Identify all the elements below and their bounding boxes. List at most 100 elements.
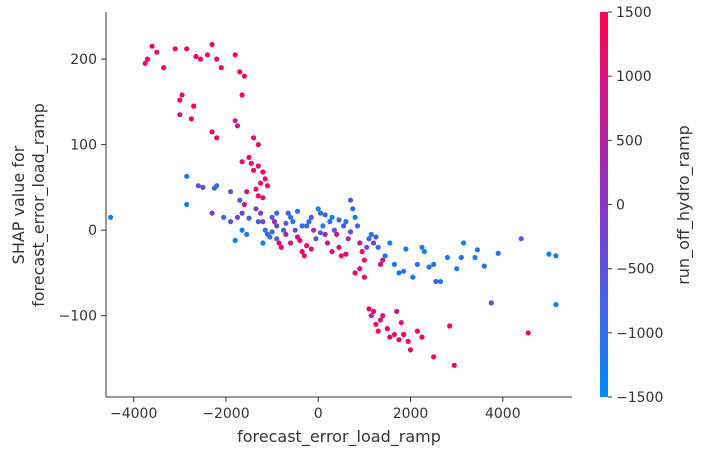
scatter-point-111 bbox=[368, 231, 374, 237]
scatter-point-169 bbox=[283, 220, 289, 226]
scatter-point-95 bbox=[331, 227, 337, 233]
scatter-point-52 bbox=[221, 214, 227, 220]
scatter-point-162 bbox=[447, 323, 453, 329]
scatter-point-91 bbox=[322, 231, 328, 237]
scatter-point-18 bbox=[179, 92, 185, 98]
scatter-point-129 bbox=[437, 278, 444, 285]
scatter-point-152 bbox=[384, 326, 390, 332]
scatter-point-156 bbox=[401, 331, 407, 338]
colorbar bbox=[600, 12, 608, 397]
scatter-point-29 bbox=[239, 159, 245, 165]
scatter-point-15 bbox=[237, 69, 243, 75]
scatter-point-115 bbox=[380, 257, 386, 263]
scatter-point-99 bbox=[341, 223, 347, 229]
scatter-point-58 bbox=[244, 231, 250, 237]
scatter-point-93 bbox=[327, 219, 333, 225]
scatter-point-67 bbox=[269, 214, 275, 220]
scatter-point-165 bbox=[377, 317, 384, 323]
colorbar-tick-label-4: 500 bbox=[616, 133, 643, 149]
scatter-point-37 bbox=[253, 186, 259, 192]
scatter-point-180 bbox=[255, 219, 261, 225]
scatter-point-74 bbox=[283, 231, 289, 237]
y-axis-ticks: −100 0 100 200 bbox=[59, 52, 106, 325]
scatter-point-14 bbox=[232, 52, 238, 58]
scatter-point-9 bbox=[198, 56, 204, 62]
scatter-point-116 bbox=[382, 253, 388, 259]
scatter-point-135 bbox=[474, 247, 480, 253]
scatter-point-62 bbox=[260, 219, 266, 225]
scatter-point-181 bbox=[274, 210, 280, 216]
scatter-point-166 bbox=[394, 308, 400, 314]
scatter-point-139 bbox=[518, 236, 524, 242]
scatter-point-30 bbox=[246, 154, 252, 160]
colorbar-label: run_off_hydro_ramp bbox=[674, 125, 694, 285]
scatter-point-125 bbox=[421, 249, 427, 255]
scatter-point-154 bbox=[391, 331, 397, 338]
scatter-point-160 bbox=[419, 334, 425, 340]
scatter-point-151 bbox=[380, 313, 386, 319]
x-tick-label-4: 4000 bbox=[485, 406, 521, 422]
colorbar-tick-label-2: −500 bbox=[616, 262, 654, 278]
scatter-point-134 bbox=[472, 254, 478, 261]
scatter-point-102 bbox=[347, 197, 354, 203]
scatter-point-17 bbox=[239, 92, 245, 98]
scatter-point-42 bbox=[255, 193, 261, 199]
scatter-point-178 bbox=[322, 212, 328, 218]
scatter-point-153 bbox=[387, 334, 393, 340]
x-axis-ticks: −4000 −2000 0 2000 4000 bbox=[110, 397, 521, 422]
scatter-point-158 bbox=[407, 347, 414, 353]
colorbar-tick-label-1: −1000 bbox=[616, 326, 663, 342]
scatter-point-85 bbox=[308, 214, 314, 220]
scatter-point-7 bbox=[184, 46, 190, 52]
scatter-point-86 bbox=[311, 227, 317, 233]
scatter-point-69 bbox=[274, 223, 280, 229]
scatter-point-27 bbox=[251, 135, 257, 141]
scatter-point-117 bbox=[387, 240, 393, 246]
scatter-point-88 bbox=[315, 206, 321, 212]
scatter-point-98 bbox=[338, 253, 344, 259]
scatter-point-136 bbox=[481, 263, 487, 269]
scatter-point-177 bbox=[294, 208, 301, 214]
scatter-point-40 bbox=[241, 201, 247, 208]
scatter-point-100 bbox=[343, 219, 349, 225]
scatter-point-107 bbox=[359, 249, 365, 255]
scatter-point-164 bbox=[368, 313, 374, 319]
scatter-point-114 bbox=[377, 261, 384, 267]
y-tick-label-2: 100 bbox=[70, 138, 97, 154]
scatter-point-71 bbox=[276, 240, 282, 246]
scatter-point-45 bbox=[200, 184, 206, 190]
scatter-point-4 bbox=[154, 49, 160, 55]
scatter-point-10 bbox=[204, 52, 211, 58]
scatter-point-48 bbox=[228, 189, 234, 195]
scatter-point-110 bbox=[366, 236, 372, 242]
scatter-point-5 bbox=[161, 65, 167, 71]
scatter-point-118 bbox=[391, 261, 397, 267]
scatter-point-0 bbox=[108, 214, 114, 220]
scatter-point-175 bbox=[329, 249, 335, 255]
y-axis-label-line-2: forecast_error_load_ramp bbox=[29, 103, 49, 307]
scatter-point-124 bbox=[419, 244, 425, 250]
scatter-point-141 bbox=[553, 253, 559, 259]
scatter-point-54 bbox=[234, 214, 241, 220]
scatter-point-128 bbox=[433, 278, 439, 285]
scatter-point-75 bbox=[285, 210, 291, 216]
scatter-point-70 bbox=[274, 236, 280, 242]
scatter-point-66 bbox=[260, 240, 266, 246]
scatter-point-43 bbox=[184, 173, 190, 179]
scatter-point-133 bbox=[461, 240, 467, 246]
scatter-point-90 bbox=[320, 223, 326, 229]
colorbar-tick-label-5: 1000 bbox=[616, 69, 652, 85]
scatter-point-84 bbox=[306, 219, 312, 225]
scatter-point-72 bbox=[278, 244, 284, 250]
scatter-point-20 bbox=[191, 103, 197, 109]
scatter-point-159 bbox=[414, 328, 420, 334]
scatter-point-41 bbox=[260, 195, 266, 201]
x-tick-label-0: −4000 bbox=[110, 406, 157, 422]
scatter-point-113 bbox=[375, 244, 381, 250]
scatter-point-3 bbox=[149, 43, 155, 49]
scatter-point-171 bbox=[317, 230, 324, 236]
scatter-point-28 bbox=[255, 142, 261, 148]
scatter-point-49 bbox=[237, 197, 243, 203]
scatter-point-132 bbox=[458, 254, 464, 261]
scatter-point-11 bbox=[209, 41, 215, 48]
